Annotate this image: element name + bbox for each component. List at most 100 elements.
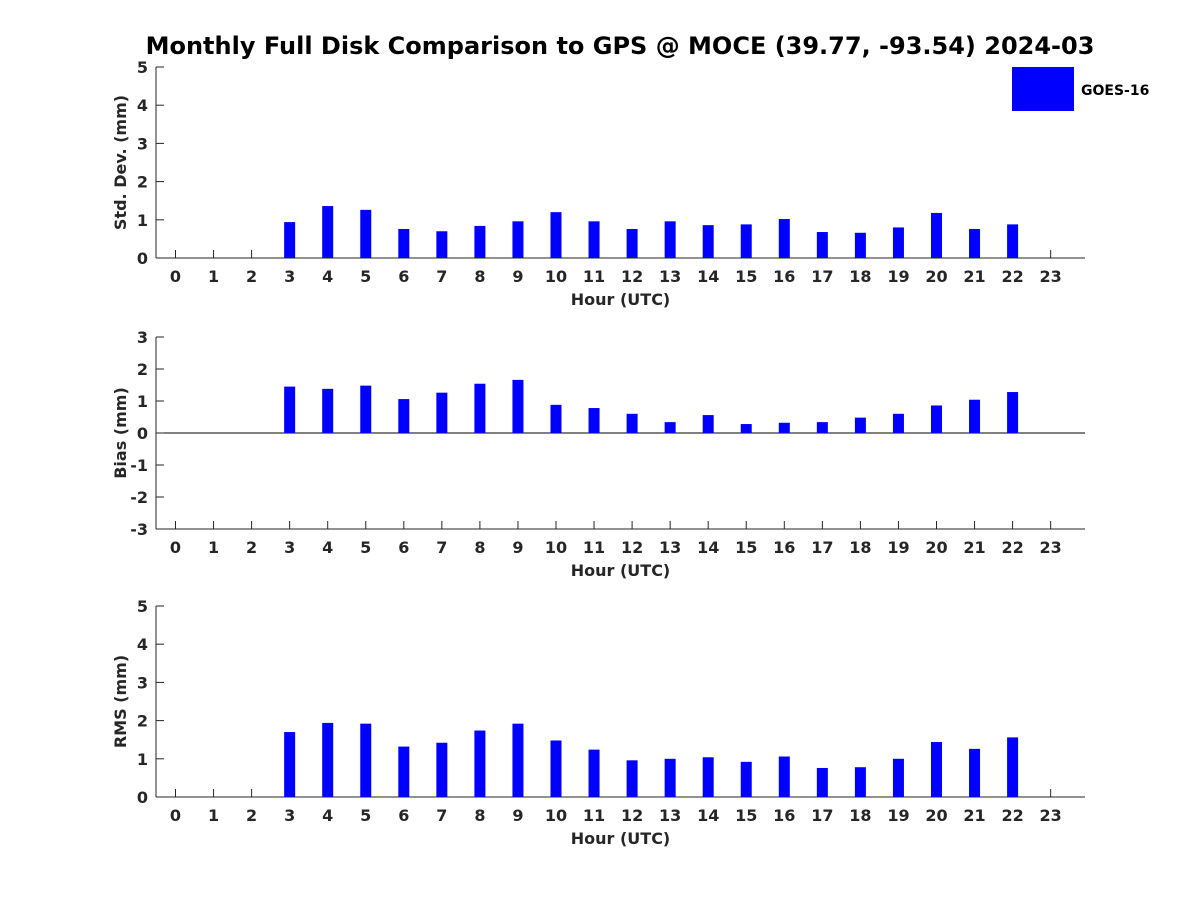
rms-bar [588, 749, 600, 797]
stddev-bar [322, 206, 334, 258]
rms-bar [664, 758, 676, 797]
stddev-y-tick-label: 5 [137, 58, 148, 77]
stddev-bar [778, 219, 790, 258]
bias-x-tick-label: 4 [322, 538, 333, 557]
legend-swatch-goes-16 [1012, 67, 1074, 111]
bias-x-tick-label: 0 [170, 538, 181, 557]
rms-bar [550, 740, 562, 797]
bias-bar [284, 386, 296, 433]
rms-x-tick-label: 19 [887, 806, 909, 825]
bias-y-tick-label: 0 [137, 424, 148, 443]
rms-x-tick-label: 7 [436, 806, 447, 825]
stddev-y-tick-label: 3 [137, 134, 148, 153]
bias-x-tick-label: 8 [474, 538, 485, 557]
bias-bar [436, 392, 448, 433]
stddev-y-tick-label: 2 [137, 173, 148, 192]
bias-bar [626, 413, 638, 433]
stddev-x-tick-label: 3 [284, 267, 295, 286]
stddev-x-tick-label: 21 [963, 267, 985, 286]
stddev-bar [474, 225, 486, 258]
rms-x-tick-label: 12 [621, 806, 643, 825]
stddev-bar [436, 231, 448, 258]
rms-x-tick-label: 2 [246, 806, 257, 825]
rms-y-tick-label: 2 [137, 712, 148, 731]
rms-bar [1007, 737, 1019, 797]
stddev-x-tick-label: 19 [887, 267, 909, 286]
legend-label-goes-16: GOES-16 [1081, 83, 1149, 99]
rms-x-tick-label: 13 [659, 806, 681, 825]
bias-x-tick-label: 1 [208, 538, 219, 557]
stddev-bar [664, 221, 676, 258]
stddev-bar [588, 221, 600, 258]
bias-x-tick-label: 23 [1040, 538, 1062, 557]
stddev-x-tick-label: 17 [811, 267, 833, 286]
bias-x-tick-label: 18 [849, 538, 871, 557]
stddev-bar [816, 232, 828, 258]
rms-bar [702, 757, 714, 797]
stddev-bar [1007, 224, 1019, 258]
stddev-bar [398, 228, 410, 258]
bias-x-tick-label: 2 [246, 538, 257, 557]
rms-x-tick-label: 15 [735, 806, 757, 825]
bias-bar [702, 415, 714, 433]
rms-bar [816, 767, 828, 797]
bias-bar [550, 404, 562, 433]
bias-y-tick-label: -2 [130, 488, 148, 507]
bias-y-tick-label: 3 [137, 328, 148, 347]
stddev-bar [969, 228, 981, 258]
bias-bar [664, 422, 676, 433]
rms-bar [322, 722, 334, 797]
bias-bar [854, 417, 866, 433]
bias-bar [1007, 392, 1019, 433]
bias-x-tick-label: 17 [811, 538, 833, 557]
stddev-x-tick-label: 6 [398, 267, 409, 286]
rms-bar [626, 760, 638, 797]
rms-x-tick-label: 10 [545, 806, 567, 825]
rms-bar [284, 732, 296, 797]
rms-y-tick-label: 3 [137, 673, 148, 692]
rms-bar [931, 741, 942, 797]
bias-x-tick-label: 9 [512, 538, 523, 557]
bias-bar [512, 379, 524, 433]
bias-x-tick-label: 12 [621, 538, 643, 557]
bias-y-label: Bias (mm) [111, 387, 130, 479]
bias-x-tick-label: 11 [583, 538, 605, 557]
bias-y-tick-label: -1 [130, 456, 148, 475]
bias-x-tick-label: 20 [925, 538, 947, 557]
bias-bar [816, 422, 828, 433]
stddev-y-tick-label: 4 [137, 96, 148, 115]
rms-x-tick-label: 14 [697, 806, 719, 825]
bias-x-tick-label: 15 [735, 538, 757, 557]
stddev-x-tick-label: 22 [1001, 267, 1023, 286]
stddev-bar [892, 227, 904, 258]
rms-x-tick-label: 21 [963, 806, 985, 825]
bias-y-tick-label: -3 [130, 520, 148, 539]
stddev-y-label: Std. Dev. (mm) [111, 95, 130, 230]
rms-y-tick-label: 0 [137, 788, 148, 807]
bias-x-tick-label: 5 [360, 538, 371, 557]
rms-x-tick-label: 4 [322, 806, 333, 825]
stddev-x-tick-label: 7 [436, 267, 447, 286]
stddev-x-tick-label: 8 [474, 267, 485, 286]
rms-x-tick-label: 0 [170, 806, 181, 825]
stddev-x-tick-label: 13 [659, 267, 681, 286]
rms-y-tick-label: 5 [137, 597, 148, 616]
bias-bar [398, 399, 410, 433]
stddev-x-tick-label: 23 [1040, 267, 1062, 286]
rms-x-tick-label: 5 [360, 806, 371, 825]
bias-x-tick-label: 19 [887, 538, 909, 557]
bias-x-tick-label: 7 [436, 538, 447, 557]
rms-x-tick-label: 9 [512, 806, 523, 825]
stddev-bar [854, 232, 866, 258]
rms-x-tick-label: 22 [1001, 806, 1023, 825]
rms-x-tick-label: 1 [208, 806, 219, 825]
rms-y-label: RMS (mm) [111, 655, 130, 748]
stddev-bar [284, 222, 296, 258]
rms-bar [854, 767, 866, 797]
stddev-x-tick-label: 15 [735, 267, 757, 286]
stddev-x-tick-label: 0 [170, 267, 181, 286]
rms-x-label: Hour (UTC) [571, 829, 671, 848]
rms-bar [778, 756, 790, 797]
